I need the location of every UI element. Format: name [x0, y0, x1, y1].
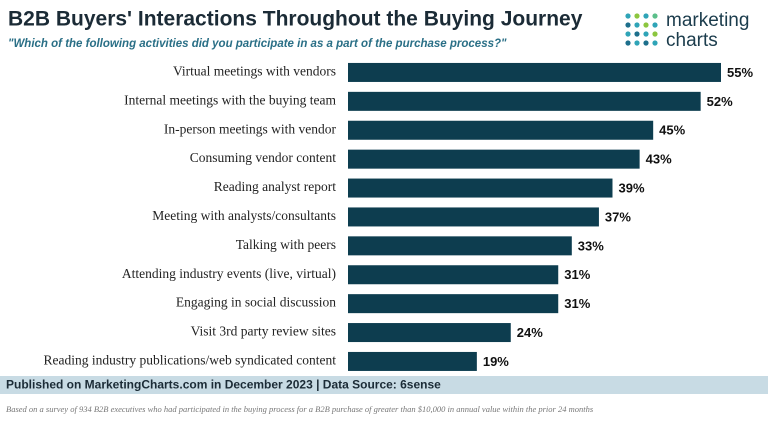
- bar: [348, 120, 654, 140]
- logo-dots: [625, 13, 658, 46]
- value-label: 31%: [564, 267, 590, 282]
- value-label: 52%: [707, 94, 733, 109]
- category-label: In-person meetings with vendor: [164, 121, 337, 136]
- bar: [348, 265, 559, 285]
- bar: [348, 351, 477, 371]
- logo-text: marketing: [666, 10, 749, 31]
- value-label: 45%: [659, 123, 685, 138]
- value-label: 39%: [618, 180, 644, 195]
- category-label: Internal meetings with the buying team: [124, 92, 336, 107]
- source-band: [0, 376, 768, 394]
- bar: [348, 178, 613, 198]
- category-label: Engaging in social discussion: [176, 295, 336, 310]
- logo-text: charts: [666, 30, 718, 51]
- value-label: 19%: [483, 354, 509, 369]
- chart-title: B2B Buyers' Interactions Throughout the …: [8, 8, 583, 31]
- category-label: Reading analyst report: [214, 179, 336, 194]
- bar: [348, 207, 599, 227]
- value-label: 31%: [564, 296, 590, 311]
- value-label: 33%: [578, 238, 604, 253]
- footnote: Based on a survey of 934 B2B executives …: [6, 404, 594, 414]
- bar: [348, 62, 721, 82]
- category-label: Attending industry events (live, virtual…: [122, 266, 336, 281]
- bar: [348, 294, 559, 314]
- category-label: Visit 3rd party review sites: [191, 324, 336, 339]
- category-label: Consuming vendor content: [190, 150, 336, 165]
- value-label: 37%: [605, 209, 631, 224]
- bar: [348, 323, 511, 343]
- bar: [348, 149, 640, 169]
- category-label: Meeting with analysts/consultants: [152, 208, 336, 223]
- bar: [348, 91, 701, 111]
- source: Published on MarketingCharts.com in Dece…: [6, 378, 441, 392]
- value-label: 24%: [517, 325, 543, 340]
- bar: [348, 236, 572, 256]
- value-label: 43%: [646, 152, 672, 167]
- category-label: Virtual meetings with vendors: [173, 64, 336, 79]
- category-label: Talking with peers: [236, 237, 336, 252]
- chart-subtitle: "Which of the following activities did y…: [8, 38, 507, 50]
- category-label: Reading industry publications/web syndic…: [44, 353, 337, 368]
- value-label: 55%: [727, 65, 753, 80]
